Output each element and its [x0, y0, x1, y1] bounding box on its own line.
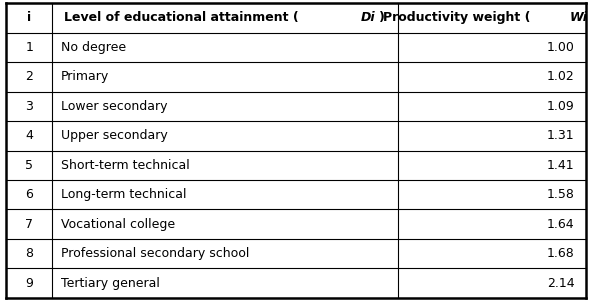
Text: 7: 7 — [25, 218, 33, 231]
Text: ): ) — [379, 11, 385, 24]
Text: 1.58: 1.58 — [546, 188, 574, 201]
Text: 9: 9 — [25, 277, 33, 290]
Text: i: i — [27, 11, 31, 24]
Text: Long-term technical: Long-term technical — [61, 188, 186, 201]
Text: Lower secondary: Lower secondary — [61, 100, 168, 113]
Text: 5: 5 — [25, 159, 33, 172]
Text: 3: 3 — [25, 100, 33, 113]
Text: Wi: Wi — [570, 11, 588, 24]
Text: 1.64: 1.64 — [547, 218, 574, 231]
Text: 4: 4 — [25, 129, 33, 142]
Text: No degree: No degree — [61, 41, 126, 54]
Text: Primary: Primary — [61, 70, 110, 83]
Text: Vocational college: Vocational college — [61, 218, 175, 231]
Text: 1.31: 1.31 — [547, 129, 574, 142]
Text: 1.00: 1.00 — [546, 41, 574, 54]
Text: 1.68: 1.68 — [547, 247, 574, 260]
Text: Professional secondary school: Professional secondary school — [61, 247, 249, 260]
Text: Level of educational attainment (: Level of educational attainment ( — [63, 11, 298, 24]
Text: 1.09: 1.09 — [547, 100, 574, 113]
Text: Productivity weight (: Productivity weight ( — [384, 11, 531, 24]
Text: 1.02: 1.02 — [547, 70, 574, 83]
Text: Tertiary general: Tertiary general — [61, 277, 160, 290]
Text: 2: 2 — [25, 70, 33, 83]
Text: Di: Di — [361, 11, 375, 24]
Text: 6: 6 — [25, 188, 33, 201]
Text: Short-term technical: Short-term technical — [61, 159, 190, 172]
Text: 1.41: 1.41 — [547, 159, 574, 172]
Text: Upper secondary: Upper secondary — [61, 129, 168, 142]
Text: 8: 8 — [25, 247, 33, 260]
Text: 1: 1 — [25, 41, 33, 54]
Text: 2.14: 2.14 — [547, 277, 574, 290]
